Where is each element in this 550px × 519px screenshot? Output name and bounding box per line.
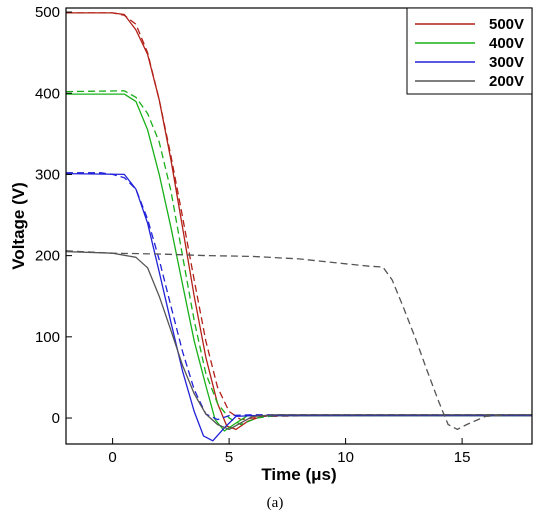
y-tick-label: 200 xyxy=(35,248,60,265)
plot-frame xyxy=(65,7,533,445)
series-line-200v-dashed xyxy=(65,250,532,431)
series-line-200v-solid xyxy=(65,250,532,431)
x-tick-label: 0 xyxy=(108,449,116,466)
y-tick-label: 400 xyxy=(35,85,60,102)
x-tick-label: 10 xyxy=(337,449,354,466)
series-line-300v-dashed xyxy=(66,172,532,421)
x-axis-label: Time (μs) xyxy=(261,465,336,484)
legend-label: 500V xyxy=(489,16,524,33)
legend-label: 400V xyxy=(489,35,524,52)
series-layer xyxy=(65,12,532,442)
axes-layer: 0 5 10 15 0 100 200 300 400 500 xyxy=(35,4,470,466)
legend-box xyxy=(406,7,533,95)
y-tick-label: 300 xyxy=(35,166,60,183)
y-tick-label: 0 xyxy=(52,410,60,427)
legend-label: 300V xyxy=(489,54,524,71)
y-tick-label: 100 xyxy=(35,329,60,346)
x-tick-label: 5 xyxy=(225,449,233,466)
legend: 500V 400V 300V 200V xyxy=(406,7,533,95)
legend-label: 200V xyxy=(489,73,524,90)
series-line-300v-solid xyxy=(65,172,532,442)
series-line-400v-solid xyxy=(66,93,532,432)
series-line-400v-dashed xyxy=(65,90,532,426)
y-axis-label: Voltage (V) xyxy=(9,182,28,270)
figure-caption: (a) xyxy=(267,495,284,511)
x-tick-label: 15 xyxy=(454,449,471,466)
y-tick-label: 500 xyxy=(35,4,60,21)
